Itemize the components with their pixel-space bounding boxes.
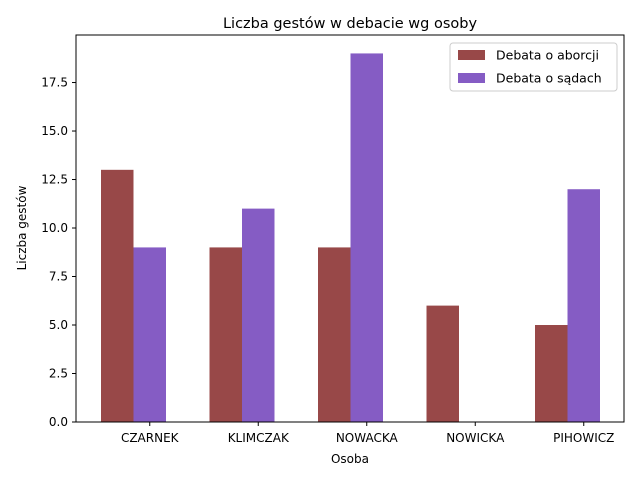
y-axis-label: Liczba gestów	[15, 185, 29, 270]
chart-title: Liczba gestów w debacie wg osoby	[223, 16, 477, 32]
x-axis: CZARNEK KLIMCZAK NOWACKA NOWICKA PIHOWICZ	[121, 422, 614, 445]
x-tick-label: NOWICKA	[446, 431, 505, 445]
y-tick-label: 5.0	[49, 318, 68, 332]
bar-czarnek-series-1	[101, 169, 134, 422]
y-tick-label: 2.5	[49, 367, 68, 381]
bar-pihowicz-series-2	[567, 189, 600, 422]
y-tick-label: 15.0	[41, 124, 68, 138]
bar-nowacka-series-1	[318, 247, 351, 422]
x-tick-label: CZARNEK	[121, 431, 180, 445]
y-axis: 0.0 2.5 5.0 7.5 10.0 12.5 15.0 17.5	[41, 76, 76, 429]
x-axis-label: Osoba	[331, 452, 369, 466]
legend-label: Debata o sądach	[496, 71, 602, 86]
y-tick-label: 12.5	[41, 173, 68, 187]
x-tick-label: KLIMCZAK	[228, 431, 290, 445]
legend-label: Debata o aborcji	[496, 48, 599, 63]
bar-nowacka-series-2	[350, 53, 383, 423]
y-tick-label: 17.5	[41, 76, 68, 90]
x-tick-label: NOWACKA	[336, 431, 399, 445]
y-tick-label: 10.0	[41, 221, 68, 235]
legend-swatch	[458, 73, 485, 83]
x-tick-label: PIHOWICZ	[553, 431, 614, 445]
y-tick-label: 0.0	[49, 415, 68, 429]
plot-frame	[75, 34, 625, 423]
bars-layer	[101, 53, 600, 423]
bar-klimczak-series-2	[242, 208, 275, 422]
bar-czarnek-series-2	[133, 247, 166, 422]
legend-box	[449, 42, 618, 92]
legend-swatch	[458, 50, 485, 60]
legend: Debata o aborcji Debata o sądach	[449, 42, 618, 92]
bar-pihowicz-series-1	[535, 325, 568, 422]
bar-klimczak-series-1	[209, 247, 242, 422]
bar-nowicka-series-1	[426, 305, 459, 422]
y-tick-label: 7.5	[49, 270, 68, 284]
